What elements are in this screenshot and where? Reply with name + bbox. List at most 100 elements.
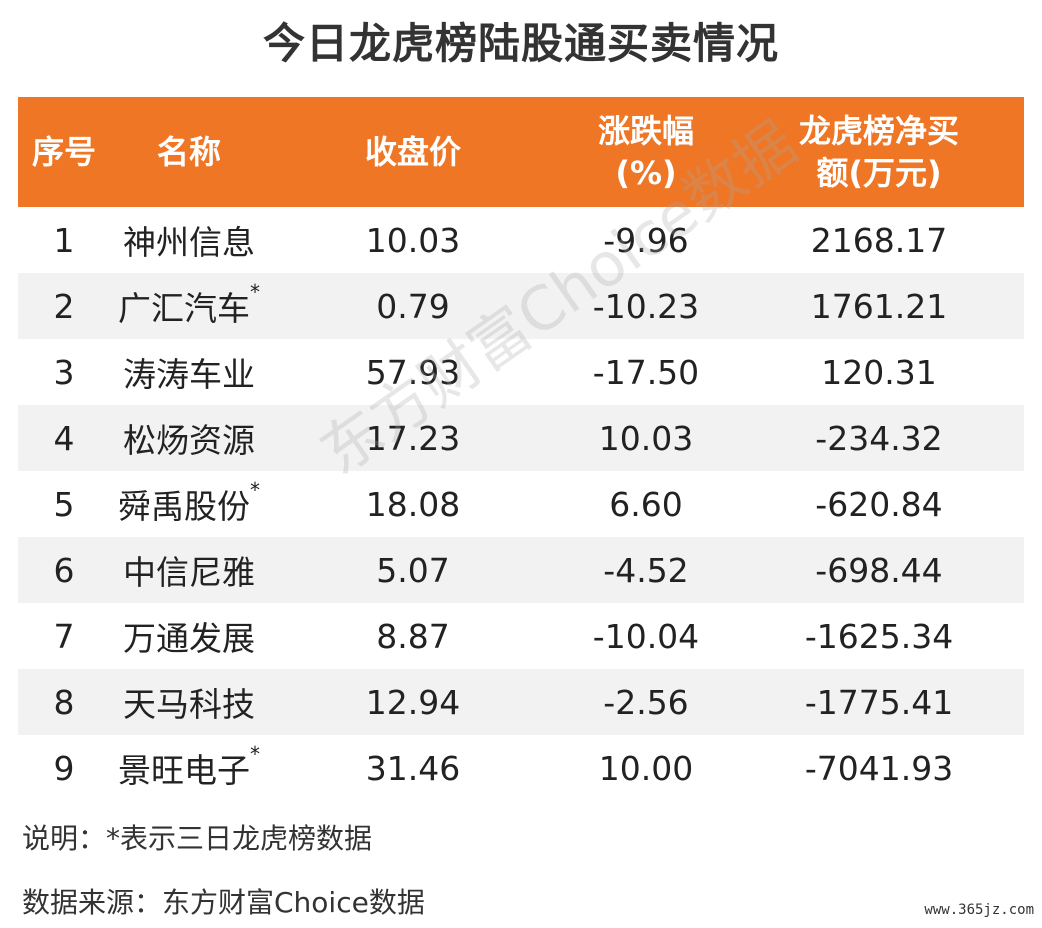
cell-name: 万通发展 (110, 603, 268, 669)
cell-net-buy-text: 1761.21 (810, 286, 948, 326)
header-change: 涨跌幅 (%) (558, 97, 734, 207)
header-index: 序号 (18, 97, 110, 207)
cell-net-buy-text: -234.32 (815, 418, 943, 458)
cell-net-buy: -1775.41 (734, 669, 1024, 735)
cell-change-text: -2.56 (603, 682, 689, 722)
cell-name: 景旺电子* (110, 735, 268, 801)
cell-index-text: 1 (53, 220, 75, 260)
cell-change-text: -10.23 (592, 286, 700, 326)
header-close: 收盘价 (268, 97, 558, 207)
cell-index: 7 (18, 603, 110, 669)
cell-close-text: 31.46 (365, 748, 461, 788)
table-row: 7 万通发展 8.87 -10.04 -1625.34 (18, 603, 1024, 669)
cell-name: 中信尼雅 (110, 537, 268, 603)
note-source: 数据来源：东方财富Choice数据 (22, 886, 425, 919)
note-explain: 说明：*表示三日龙虎榜数据 (22, 822, 373, 855)
cell-net-buy-text: -698.44 (815, 550, 943, 590)
header-net-buy: 龙虎榜净买 额(万元) (734, 97, 1024, 207)
cell-name-text: 松炀资源 (123, 421, 255, 460)
cell-name: 舜禹股份* (110, 471, 268, 537)
page-title: 今日龙虎榜陆股通买卖情况 (262, 19, 779, 68)
cell-close-text: 10.03 (365, 220, 461, 260)
cell-change-text: 6.60 (609, 484, 683, 524)
cell-close-text: 12.94 (365, 682, 461, 722)
cell-name-text: 中信尼雅 (123, 553, 255, 592)
cell-index-text: 9 (53, 748, 75, 788)
header-net-line1: 龙虎榜净买 (798, 112, 959, 150)
cell-change: 10.00 (558, 735, 734, 801)
cell-net-buy-text: -7041.93 (804, 748, 954, 788)
table-row: 6 中信尼雅 5.07 -4.52 -698.44 (18, 537, 1024, 603)
table-row: 4 松炀资源 17.23 10.03 -234.32 (18, 405, 1024, 471)
cell-name-text: 涛涛车业 (123, 355, 255, 394)
cell-name: 广汇汽车* (110, 273, 268, 339)
cell-index-text: 3 (53, 352, 75, 392)
cell-close-text: 8.87 (376, 616, 450, 656)
cell-index: 6 (18, 537, 110, 603)
cell-index-text: 5 (53, 484, 75, 524)
cell-net-buy-text: 2168.17 (810, 220, 948, 260)
table-row: 8 天马科技 12.94 -2.56 -1775.41 (18, 669, 1024, 735)
cell-name: 涛涛车业 (110, 339, 268, 405)
cell-close: 12.94 (268, 669, 558, 735)
cell-index-text: 7 (53, 616, 75, 656)
cell-index-text: 4 (53, 418, 75, 458)
table-row: 2 广汇汽车* 0.79 -10.23 1761.21 (18, 273, 1024, 339)
cell-net-buy: -698.44 (734, 537, 1024, 603)
cell-index: 1 (18, 207, 110, 273)
cell-index-text: 6 (53, 550, 75, 590)
cell-name-text: 万通发展 (123, 619, 255, 658)
cell-change-text: -9.96 (603, 220, 689, 260)
cell-close-text: 18.08 (365, 484, 461, 524)
cell-index: 3 (18, 339, 110, 405)
cell-change-text: -4.52 (603, 550, 689, 590)
cell-net-buy: -1625.34 (734, 603, 1024, 669)
cell-net-buy-text: -1625.34 (804, 616, 954, 656)
cell-index: 2 (18, 273, 110, 339)
cell-name: 松炀资源 (110, 405, 268, 471)
cell-index: 8 (18, 669, 110, 735)
three-day-marker: * (250, 478, 260, 502)
cell-net-buy-text: -620.84 (815, 484, 943, 524)
cell-name: 神州信息 (110, 207, 268, 273)
cell-close-text: 5.07 (376, 550, 450, 590)
cell-change: -2.56 (558, 669, 734, 735)
cell-name-text: 舜禹股份 (118, 487, 250, 526)
cell-name-text: 天马科技 (123, 685, 255, 724)
three-day-marker: * (250, 280, 260, 304)
cell-net-buy: 120.31 (734, 339, 1024, 405)
cell-close: 18.08 (268, 471, 558, 537)
cell-change-text: 10.00 (598, 748, 694, 788)
cell-net-buy: -620.84 (734, 471, 1024, 537)
cell-index: 9 (18, 735, 110, 801)
cell-net-buy: 2168.17 (734, 207, 1024, 273)
cell-index-text: 8 (53, 682, 75, 722)
cell-close: 57.93 (268, 339, 558, 405)
cell-index-text: 2 (53, 286, 75, 326)
header-change-line2: (%) (615, 154, 677, 192)
cell-close: 5.07 (268, 537, 558, 603)
cell-change-text: -10.04 (592, 616, 700, 656)
cell-net-buy-text: -1775.41 (804, 682, 954, 722)
table-header-row: 序号 名称 收盘价 涨跌幅 (%) 龙虎榜净买 额(万元) (18, 97, 1024, 207)
cell-change-text: -17.50 (592, 352, 700, 392)
cell-net-buy: -234.32 (734, 405, 1024, 471)
header-net-line2: 额(万元) (816, 154, 942, 192)
site-watermark: www.365jz.com (924, 902, 1034, 918)
cell-close-text: 57.93 (365, 352, 461, 392)
cell-change-text: 10.03 (598, 418, 694, 458)
cell-index: 4 (18, 405, 110, 471)
three-day-marker: * (250, 742, 260, 766)
cell-close: 17.23 (268, 405, 558, 471)
table-row: 9 景旺电子* 31.46 10.00 -7041.93 (18, 735, 1024, 801)
cell-close: 8.87 (268, 603, 558, 669)
cell-close-text: 0.79 (376, 286, 450, 326)
cell-close: 0.79 (268, 273, 558, 339)
table-row: 3 涛涛车业 57.93 -17.50 120.31 (18, 339, 1024, 405)
cell-name-text: 广汇汽车 (118, 289, 250, 328)
cell-index: 5 (18, 471, 110, 537)
table-row: 5 舜禹股份* 18.08 6.60 -620.84 (18, 471, 1024, 537)
cell-close: 10.03 (268, 207, 558, 273)
cell-name-text: 神州信息 (123, 223, 255, 262)
cell-change: -9.96 (558, 207, 734, 273)
